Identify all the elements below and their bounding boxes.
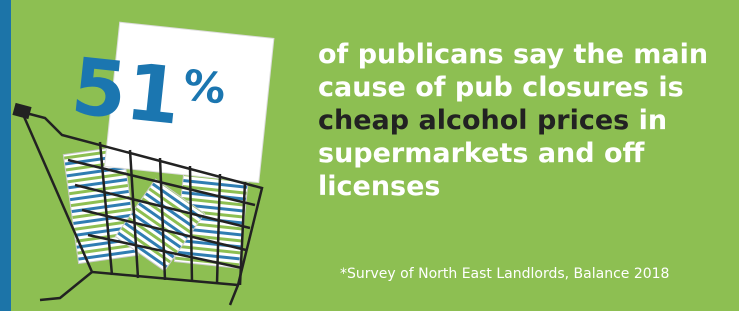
shopping-cart-illustration: 51 %	[0, 0, 300, 311]
statement-lead: of publicans say the main cause of pub c…	[318, 39, 708, 103]
footnote: *Survey of North East Landlords, Balance…	[340, 266, 669, 282]
infographic: 51 % of publicans say the main cause of …	[0, 0, 739, 311]
stat-number: 51	[68, 42, 185, 143]
stat-unit: %	[181, 60, 228, 113]
statement-highlight: cheap alcohol prices	[318, 105, 629, 136]
statement: of publicans say the main cause of pub c…	[318, 38, 718, 203]
